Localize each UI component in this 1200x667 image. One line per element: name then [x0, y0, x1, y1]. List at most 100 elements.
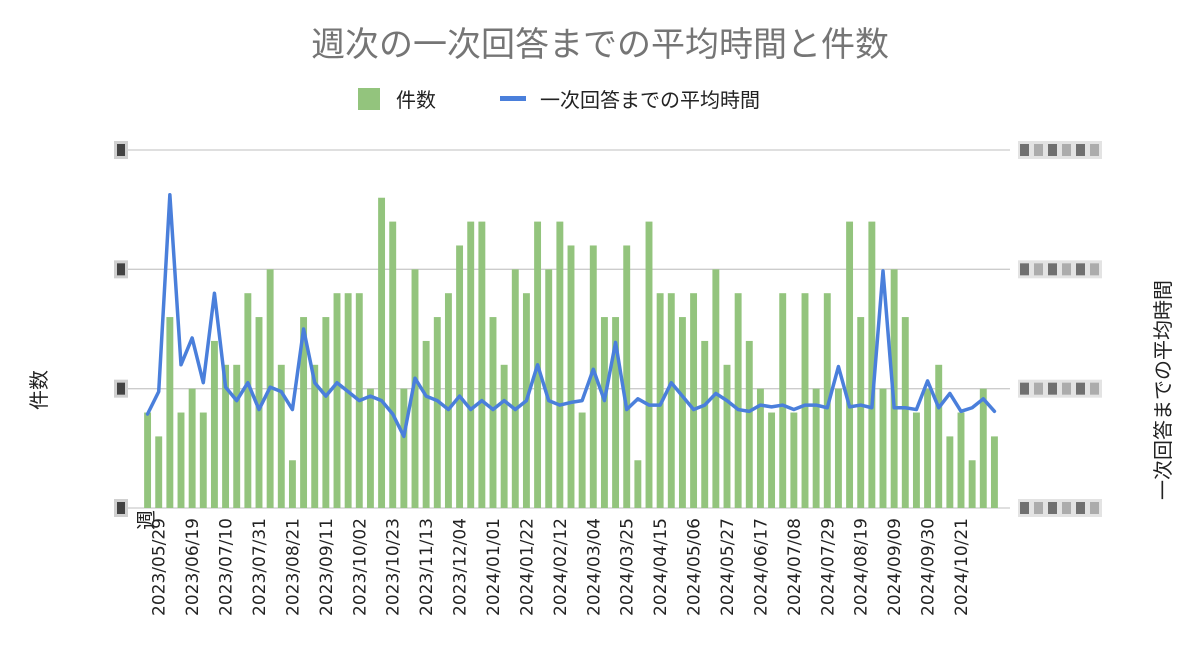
bar: [656, 293, 664, 508]
legend-swatch-bars: [358, 88, 380, 110]
bar: [188, 388, 196, 508]
bar: [144, 412, 152, 508]
x-tick-label: 2024/04/15: [651, 518, 671, 616]
right-tick-label-obscured: [1018, 379, 1102, 398]
bar: [511, 269, 519, 508]
bar: [957, 412, 965, 508]
x-tick-label: 2024/05/06: [685, 518, 705, 616]
legend-label-line: 一次回答までの平均時間: [540, 88, 760, 112]
bar: [500, 364, 508, 508]
bar: [779, 293, 787, 508]
x-tick-label: 2023/07/31: [250, 518, 270, 616]
bar: [946, 436, 954, 508]
bar: [478, 221, 486, 508]
bar: [545, 269, 553, 508]
x-tick-label: 2024/10/21: [952, 518, 972, 616]
x-tick-label: 2023/12/04: [451, 518, 471, 616]
x-tick-label: 2024/05/27: [718, 518, 738, 616]
bar: [166, 317, 174, 508]
bar: [801, 293, 809, 508]
bar: [600, 317, 608, 508]
bar: [645, 221, 653, 508]
bar: [300, 317, 308, 508]
bar: [990, 436, 998, 508]
bar: [567, 245, 575, 508]
x-axis-ticks: 2023/05/29 2023/06/19 2023/07/10 2023/07/31…: [150, 518, 972, 616]
bar: [222, 364, 230, 508]
legend-label-bars: 件数: [396, 88, 436, 112]
x-tick-label: 2023/06/19: [183, 518, 203, 616]
bar: [623, 245, 631, 508]
bar: [879, 388, 887, 508]
left-tick-label-obscured: [114, 260, 128, 279]
bar: [199, 412, 207, 508]
right-tick-label-obscured: [1018, 141, 1102, 159]
x-tick-label: 2024/07/08: [785, 518, 805, 616]
y-axis-left-title: 件数: [27, 370, 51, 410]
line-series: [145, 193, 997, 439]
legend-swatch-line: [500, 96, 526, 101]
x-tick-label: 2024/03/04: [584, 518, 604, 616]
x-tick-label: 2024/01/22: [517, 518, 537, 616]
bar: [433, 317, 441, 508]
bar: [857, 317, 865, 508]
x-tick-label: 2024/07/29: [818, 518, 838, 616]
bar: [712, 269, 720, 508]
right-tick-label-obscured: [1018, 260, 1102, 279]
bar: [745, 340, 753, 508]
bar: [456, 245, 464, 508]
bar: [868, 221, 876, 508]
bar: [979, 388, 987, 508]
x-tick-label: 2023/07/10: [217, 518, 237, 616]
x-tick-label: 2023/10/23: [384, 518, 404, 616]
left-tick-label-obscured: [114, 499, 128, 517]
left-tick-label-obscured: [114, 141, 128, 159]
x-tick-label: 2023/05/29: [150, 518, 170, 616]
right-axis-ticks: [1018, 141, 1102, 517]
x-tick-label: 2024/01/01: [484, 518, 504, 616]
bar: [723, 364, 731, 508]
bar: [823, 293, 831, 508]
bar: [311, 364, 319, 508]
bar: [277, 364, 285, 508]
x-tick-label: 2024/09/30: [919, 518, 939, 616]
bar: [556, 221, 564, 508]
x-tick-label: 2023/08/21: [283, 518, 303, 616]
bar: [255, 317, 263, 508]
bar: [968, 460, 976, 508]
left-tick-label-obscured: [114, 379, 128, 398]
bar: [400, 388, 408, 508]
x-tick-label: 2024/09/09: [885, 518, 905, 616]
bar-series: [144, 197, 998, 509]
bar: [846, 221, 854, 508]
bar: [444, 293, 452, 508]
right-tick-label-obscured: [1018, 499, 1102, 517]
x-tick-label: 2024/02/12: [551, 518, 571, 616]
bar: [333, 293, 341, 508]
bar: [489, 317, 497, 508]
bar: [912, 412, 920, 508]
x-axis-title: 週: [134, 510, 158, 530]
bar: [812, 388, 820, 508]
x-tick-label: 2024/08/19: [852, 518, 872, 616]
legend: 件数 一次回答までの平均時間: [358, 88, 760, 112]
left-axis-ticks: [114, 141, 128, 517]
bar: [834, 388, 842, 508]
bar: [322, 317, 330, 508]
x-tick-label: 2024/06/17: [751, 518, 771, 616]
bar: [690, 293, 698, 508]
bar: [155, 436, 163, 508]
bar: [210, 340, 218, 508]
bar: [411, 269, 419, 508]
bar: [768, 412, 776, 508]
bar: [578, 412, 586, 508]
x-tick-label: 2024/03/25: [618, 518, 638, 616]
bar: [589, 245, 597, 508]
bar: [233, 364, 241, 508]
bar: [389, 221, 397, 508]
bar: [177, 412, 185, 508]
bar: [734, 293, 742, 508]
bar: [422, 340, 430, 508]
bar: [244, 293, 252, 508]
